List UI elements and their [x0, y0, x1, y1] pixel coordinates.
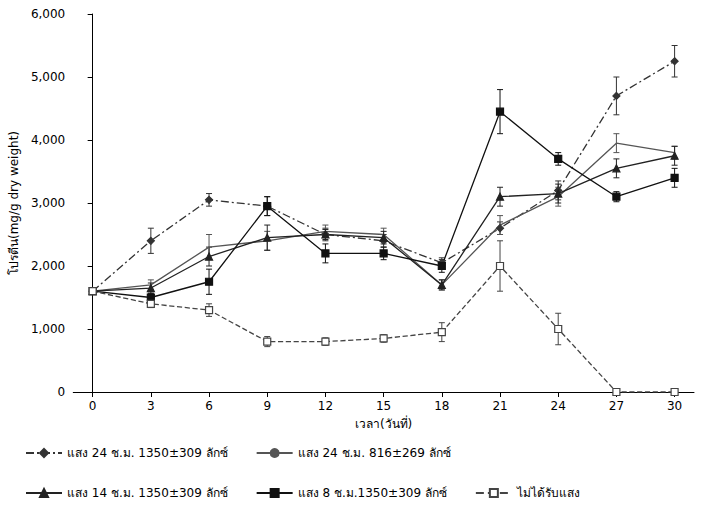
svg-text:18: 18 [434, 399, 449, 413]
svg-text:30: 30 [667, 399, 682, 413]
svg-text:2,000: 2,000 [31, 259, 65, 273]
svg-text:27: 27 [609, 399, 624, 413]
svg-text:แสง 24 ช.ม. 1350±309 ลักซ์: แสง 24 ช.ม. 1350±309 ลักซ์ [67, 446, 228, 460]
svg-text:3,000: 3,000 [31, 196, 65, 210]
svg-text:แสง 8 ช.ม.1350±309 ลักซ์: แสง 8 ช.ม.1350±309 ลักซ์ [298, 486, 447, 500]
svg-text:12: 12 [318, 399, 333, 413]
svg-text:6,000: 6,000 [31, 7, 65, 21]
svg-text:แสง 24 ช.ม. 816±269 ลักซ์: แสง 24 ช.ม. 816±269 ลักซ์ [298, 446, 451, 460]
svg-text:9: 9 [263, 399, 271, 413]
svg-text:0: 0 [89, 399, 97, 413]
svg-text:3: 3 [147, 399, 155, 413]
svg-text:21: 21 [492, 399, 507, 413]
svg-text:0: 0 [58, 385, 66, 399]
svg-text:เวลา(วันที่): เวลา(วันที่) [355, 415, 412, 431]
svg-text:5,000: 5,000 [31, 70, 65, 84]
svg-text:6: 6 [205, 399, 213, 413]
svg-text:โปรตีน(mg/g dry weight): โปรตีน(mg/g dry weight) [7, 131, 21, 275]
svg-text:24: 24 [551, 399, 566, 413]
svg-text:ไม่ได้รับแสง: ไม่ได้รับแสง [516, 486, 580, 500]
svg-text:4,000: 4,000 [31, 133, 65, 147]
svg-text:1,000: 1,000 [31, 322, 65, 336]
svg-text:15: 15 [376, 399, 391, 413]
svg-text:แสง 14 ช.ม. 1350±309 ลักซ์: แสง 14 ช.ม. 1350±309 ลักซ์ [67, 486, 228, 500]
